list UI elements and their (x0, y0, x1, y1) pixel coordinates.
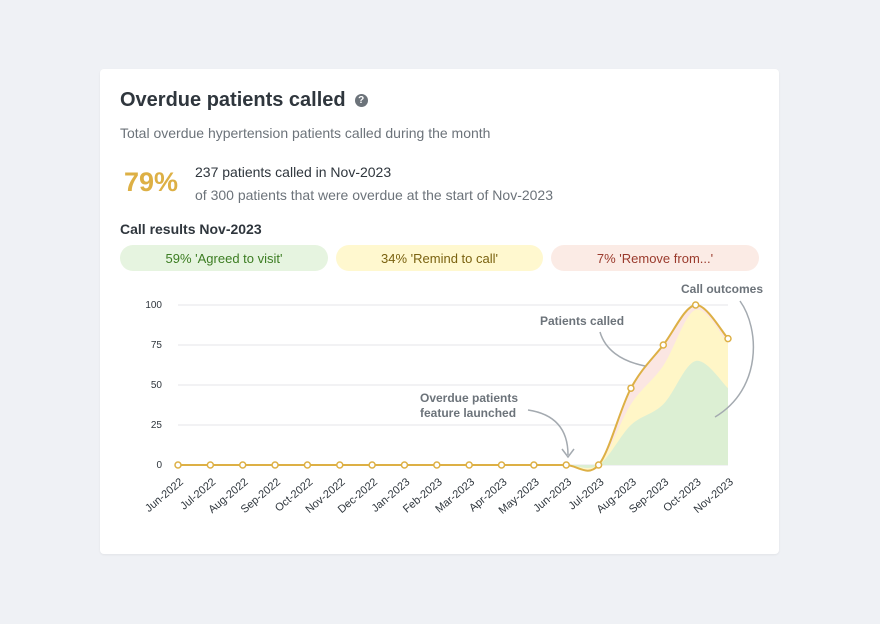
annotation-feature-launched-line1: Overdue patients (420, 391, 518, 405)
called-count-text: 237 patients called in Nov-2023 (195, 164, 392, 180)
patients-called-point-Nov-2022 (336, 461, 344, 469)
agreed-to-visit-pill: 59% 'Agreed to visit' (120, 245, 328, 271)
patients-called-point-Sep-2022 (271, 461, 279, 469)
patients-called-point-Mar-2023 (465, 461, 473, 469)
help-icon[interactable]: ? (354, 94, 368, 107)
y-tick-label: 50 (151, 380, 163, 391)
patients-called-point-Oct-2023 (691, 301, 700, 309)
call-results-title: Call results Nov-2023 (120, 221, 262, 237)
area-agreed-to-visit (178, 360, 728, 468)
annotation-call-outcomes: Call outcomes (681, 282, 763, 296)
y-tick-label: 75 (151, 340, 163, 351)
annotation-patients-called: Patients called (540, 314, 624, 328)
title-row: Overdue patients called ? (120, 89, 368, 112)
patients-called-point-Jan-2023 (400, 461, 409, 469)
annotation-arrowhead-feature-launched (561, 448, 575, 459)
patients-called-point-Sep-2023 (659, 341, 668, 349)
y-tick-label: 0 (156, 460, 162, 471)
overdue-patients-card: Overdue patients called ? Total overdue … (100, 69, 779, 554)
annotation-feature-launched-line2: feature launched (420, 406, 516, 420)
patients-called-point-Jul-2022 (206, 461, 215, 469)
patients-called-point-Aug-2022 (238, 461, 247, 469)
overdue-total-text: of 300 patients that were overdue at the… (195, 187, 553, 203)
y-tick-label: 100 (145, 300, 162, 311)
x-tick-label: Jun-2022 (143, 476, 186, 515)
card-subtitle: Total overdue hypertension patients call… (120, 125, 491, 141)
patients-called-point-Jul-2023 (594, 461, 603, 469)
patients-called-point-Apr-2023 (497, 461, 506, 469)
patients-called-point-Jun-2023 (562, 461, 570, 469)
patients-called-point-Oct-2022 (303, 461, 312, 469)
patients-called-point-Dec-2022 (368, 461, 376, 469)
annotation-arrow-call-outcomes (714, 300, 755, 418)
y-tick-label: 25 (151, 420, 163, 431)
patients-called-point-Jun-2022 (174, 461, 182, 469)
remind-to-call-pill: 34% 'Remind to call' (336, 245, 543, 271)
patients-called-point-Feb-2023 (433, 461, 441, 469)
card-title: Overdue patients called (120, 89, 346, 111)
called-percentage: 79% (124, 167, 179, 197)
annotation-arrow-feature-launched (527, 409, 569, 456)
patients-called-point-Aug-2023 (627, 384, 635, 392)
overdue-calls-chart: 0255075100Jun-2022Jul-2022Aug-2022Sep-20… (143, 282, 763, 517)
annotation-arrow-patients-called (599, 331, 646, 367)
remove-from-list-pill: 7% 'Remove from...' (551, 245, 759, 271)
patients-called-point-May-2023 (530, 461, 538, 469)
patients-called-point-Nov-2023 (724, 334, 732, 343)
